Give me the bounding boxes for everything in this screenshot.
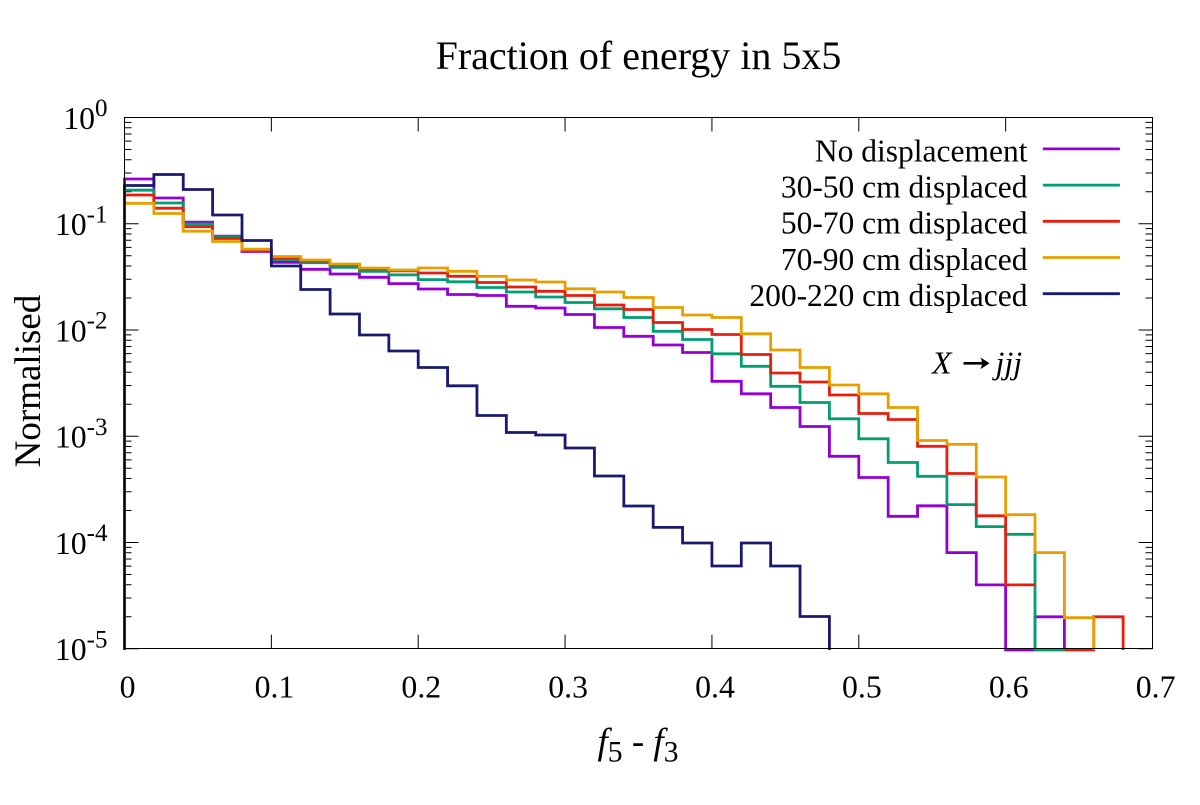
svg-text:10-1: 10-1 <box>55 201 108 242</box>
svg-text:10-2: 10-2 <box>55 308 108 349</box>
svg-text:jjj: jjj <box>992 345 1023 381</box>
svg-text:f5 - f3: f5 - f3 <box>598 722 679 769</box>
svg-text:10-5: 10-5 <box>55 626 108 667</box>
svg-text:30-50 cm displaced: 30-50 cm displaced <box>781 170 1028 205</box>
svg-text:0: 0 <box>120 670 136 705</box>
svg-text:10-3: 10-3 <box>55 414 108 455</box>
svg-text:200-220 cm displaced: 200-220 cm displaced <box>749 278 1027 313</box>
svg-text:0.5: 0.5 <box>842 670 882 705</box>
svg-text:0.7: 0.7 <box>1136 670 1176 705</box>
svg-text:Fraction of energy in 5x5: Fraction of energy in 5x5 <box>436 33 842 78</box>
svg-text:0.2: 0.2 <box>401 670 441 705</box>
svg-text:70-90 cm displaced: 70-90 cm displaced <box>781 242 1028 277</box>
svg-text:No displacement: No displacement <box>815 133 1028 168</box>
svg-text:0.6: 0.6 <box>989 670 1029 705</box>
svg-text:0.1: 0.1 <box>255 670 295 705</box>
svg-text:0.4: 0.4 <box>695 670 735 705</box>
svg-text:0.3: 0.3 <box>548 670 588 705</box>
svg-text:X: X <box>930 345 953 381</box>
svg-text:Normalised: Normalised <box>8 294 49 467</box>
svg-text:50-70 cm displaced: 50-70 cm displaced <box>781 206 1028 241</box>
